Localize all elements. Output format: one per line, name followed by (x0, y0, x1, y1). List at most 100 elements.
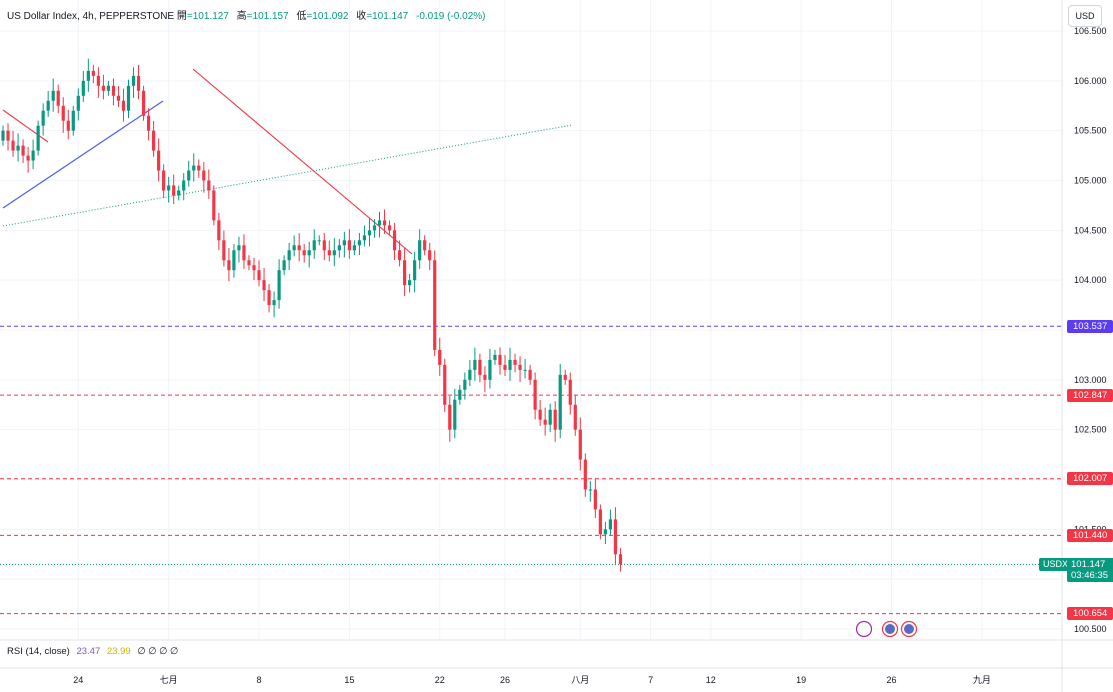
candle-body (583, 459, 587, 490)
candle-body (523, 369, 527, 371)
price-tick-label: 106.500 (1074, 26, 1107, 36)
candle-body (518, 364, 522, 370)
candle-body (41, 110, 45, 126)
candle-body (377, 220, 382, 226)
candle-body (172, 185, 176, 196)
candle-body (46, 100, 50, 111)
time-tick-label: 26 (500, 675, 510, 685)
candles (1, 58, 623, 572)
candle-body (468, 369, 472, 380)
candle-body (598, 509, 602, 535)
candle-body (267, 290, 271, 306)
time-tick-label: 22 (435, 675, 445, 685)
candle-body (247, 260, 251, 266)
price-tick-label: 105.500 (1074, 126, 1107, 136)
event-marker-fill (885, 624, 895, 634)
symbol-tag: USDX (1039, 558, 1073, 572)
candle-body (362, 235, 367, 241)
candle-body (182, 180, 186, 191)
currency-button[interactable]: USD (1068, 5, 1102, 27)
rsi-ma-value: 23.99 (106, 646, 131, 657)
level-price-tag: 101.440 (1067, 528, 1113, 542)
candle-body (91, 70, 95, 76)
candle-body (453, 399, 457, 430)
candle-body (292, 245, 296, 251)
candle-body (11, 140, 15, 151)
candle-body (603, 529, 607, 535)
candle-body (146, 115, 151, 131)
candle-body (212, 190, 216, 221)
candle-body (463, 379, 467, 390)
time-tick-label: 七月 (160, 675, 178, 685)
time-tick-label: 九月 (973, 675, 991, 685)
candle-body (106, 85, 111, 91)
candle-body (528, 369, 532, 380)
candle-body (187, 170, 191, 181)
time-tick-label: 8 (257, 675, 262, 685)
candle-body (6, 130, 10, 141)
candle-body (61, 105, 65, 121)
candle-body (312, 240, 316, 251)
candle-body (232, 250, 236, 271)
candle-body (423, 240, 427, 251)
green-dotted-trend-line (2, 124, 573, 227)
candle-body (342, 240, 346, 246)
time-tick-label: 7 (648, 675, 653, 685)
candle-body (157, 150, 161, 171)
time-tick-label: 19 (796, 675, 806, 685)
symbol-title[interactable]: US Dollar Index, 4h, PEPPERSTONE (7, 11, 175, 22)
candle-body (317, 240, 321, 242)
close-value: =101.147 (366, 11, 409, 22)
candle-body (372, 225, 377, 231)
candle-body (31, 150, 35, 161)
candle-body (428, 250, 432, 261)
time-tick-label: 26 (887, 675, 897, 685)
candle-body (498, 354, 502, 365)
price-tick-label: 104.000 (1074, 275, 1107, 285)
time-axis[interactable]: 24 七月 8 15 22 26 八月 7 12 19 26 九月 (73, 675, 991, 685)
low-label: 低 (296, 11, 307, 22)
price-tick-label: 106.000 (1074, 76, 1107, 86)
candle-body (21, 145, 25, 156)
candle-body (493, 354, 497, 360)
candle-body (141, 90, 146, 116)
candle-body (277, 270, 281, 301)
countdown: 03:46:35 (1071, 570, 1108, 582)
level-price-tag: 102.007 (1067, 472, 1113, 486)
candle-body (101, 85, 105, 91)
candle-body (392, 230, 397, 251)
candle-body (152, 130, 156, 151)
candle-body (332, 250, 336, 256)
level-price-tag: 103.537 (1067, 319, 1113, 333)
event-markers[interactable] (855, 620, 918, 638)
price-tick-label: 105.000 (1074, 176, 1107, 186)
candle-body (26, 155, 30, 161)
candle-body (227, 260, 231, 271)
rsi-value: 23.47 (76, 646, 101, 657)
candle-body (272, 300, 276, 306)
candle-body (252, 265, 256, 271)
candle-body (533, 379, 537, 410)
candle-body (608, 519, 613, 530)
candle-body (513, 359, 517, 365)
high-label: 高 (236, 11, 247, 22)
candle-body (177, 190, 181, 196)
blue-trend-line (2, 100, 164, 209)
price-tick-label: 104.500 (1074, 225, 1107, 235)
candle-body (126, 85, 131, 111)
candle-body (56, 90, 60, 106)
red-trend-line-short (2, 109, 49, 143)
candle-body (81, 80, 85, 96)
candle-body (588, 489, 592, 491)
candle-body (618, 554, 623, 565)
candle-body (478, 359, 482, 375)
candle-body (473, 359, 477, 370)
candle-body (538, 409, 542, 420)
rsi-label[interactable]: RSI (14, close) (7, 646, 70, 657)
candle-body (262, 280, 266, 291)
candle-body (448, 404, 452, 430)
candle-body (131, 75, 136, 86)
candle-body (287, 250, 291, 261)
